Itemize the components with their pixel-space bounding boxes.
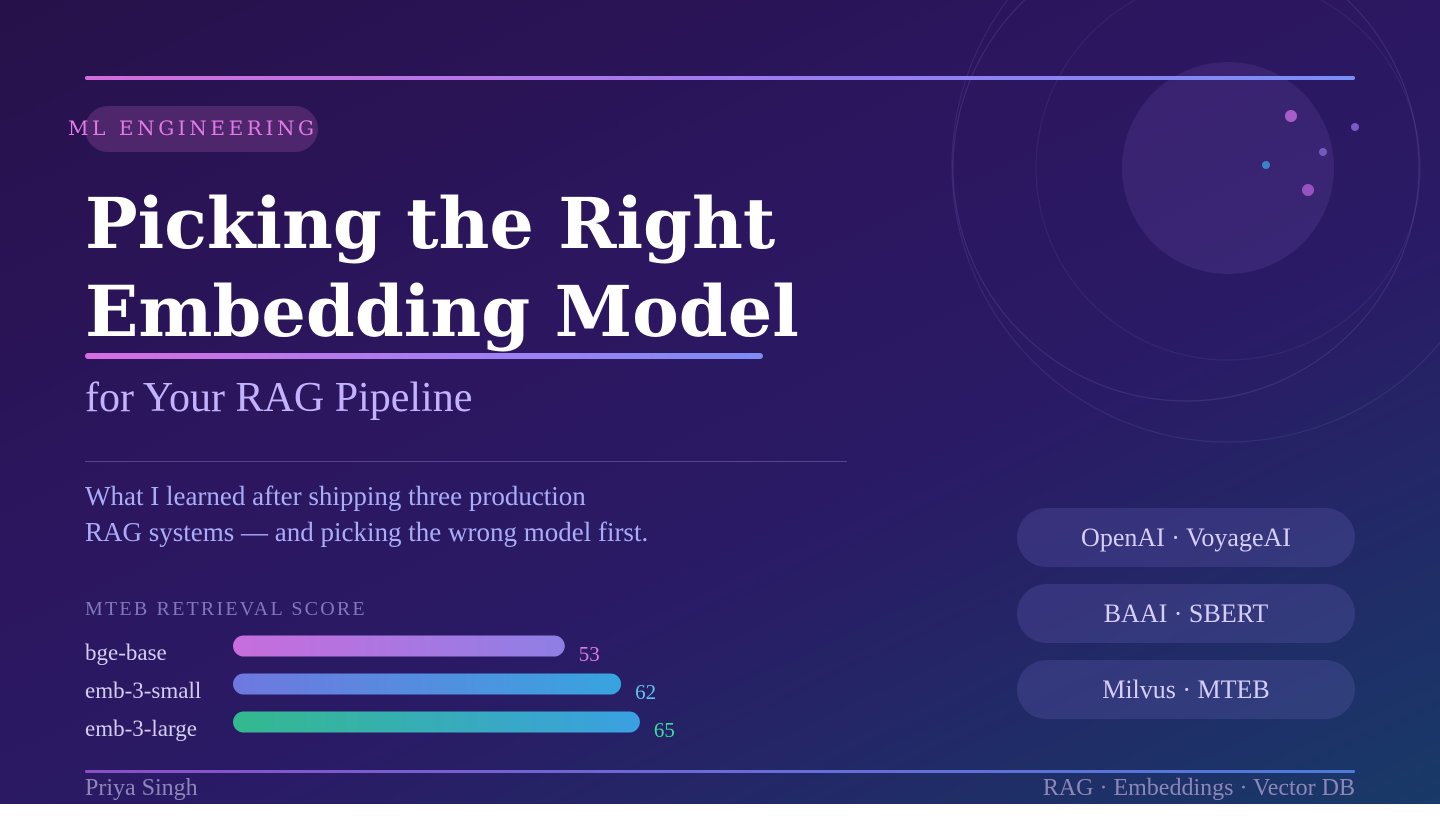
footer-topics: RAG · Embeddings · Vector DB bbox=[1042, 775, 1355, 801]
bar-value-emb-3-large: 65 bbox=[654, 718, 675, 742]
page-title: Picking the Right Embedding Model bbox=[85, 180, 799, 356]
tag-providers: OpenAI · VoyageAI bbox=[1017, 508, 1355, 567]
dot-pink bbox=[1285, 110, 1297, 122]
bar-value-emb-3-small: 62 bbox=[635, 680, 656, 704]
orbit-ring-inner bbox=[1035, 0, 1421, 361]
dot-blue bbox=[1262, 161, 1270, 169]
bar-emb-3-large bbox=[233, 711, 640, 733]
mteb-score-chart: bge-base 53 emb-3-small 62 emb-3-large 65 bbox=[85, 635, 675, 742]
footer-rule bbox=[85, 770, 1355, 773]
decorative-orbits bbox=[951, 0, 1440, 443]
slide: ML ENGINEERING Picking the Right Embeddi… bbox=[0, 0, 1440, 804]
subtitle: for Your RAG Pipeline bbox=[85, 375, 473, 421]
bar-label-emb-3-small: emb-3-small bbox=[85, 678, 201, 703]
bar-label-emb-3-large: emb-3-large bbox=[85, 716, 197, 741]
chart-title: MTEB RETRIEVAL SCORE bbox=[85, 598, 367, 620]
title-line-2: Embedding Model bbox=[85, 270, 799, 353]
bar-emb-3-small bbox=[233, 673, 622, 695]
kicker-label: ML ENGINEERING bbox=[68, 116, 318, 140]
top-accent-rule bbox=[85, 76, 1355, 80]
dot-magenta bbox=[1302, 184, 1314, 196]
bar-label-bge-base: bge-base bbox=[85, 640, 167, 665]
author-name: Priya Singh bbox=[85, 775, 198, 801]
bar-bge-base bbox=[233, 635, 565, 657]
tag-list: OpenAI · VoyageAI BAAI · SBERT Milvus · … bbox=[1017, 508, 1355, 736]
lead-line-2: RAG systems — and picking the wrong mode… bbox=[85, 517, 649, 547]
dot-violet bbox=[1319, 148, 1327, 156]
glow-circle bbox=[1122, 62, 1334, 274]
tag-tools: Milvus · MTEB bbox=[1017, 660, 1355, 719]
orbit-ring-outer bbox=[952, 0, 1420, 402]
title-underline bbox=[85, 353, 763, 359]
tag-open-models: BAAI · SBERT bbox=[1017, 584, 1355, 643]
kicker-pill bbox=[85, 106, 318, 152]
divider bbox=[85, 461, 847, 462]
lead-line-1: What I learned after shipping three prod… bbox=[85, 481, 586, 511]
orbit-ring-large bbox=[951, 0, 1440, 443]
dot-violet-small bbox=[1351, 123, 1359, 131]
lead-text: What I learned after shipping three prod… bbox=[85, 478, 648, 550]
bar-value-bge-base: 53 bbox=[579, 642, 600, 666]
title-line-1: Picking the Right bbox=[85, 182, 776, 265]
